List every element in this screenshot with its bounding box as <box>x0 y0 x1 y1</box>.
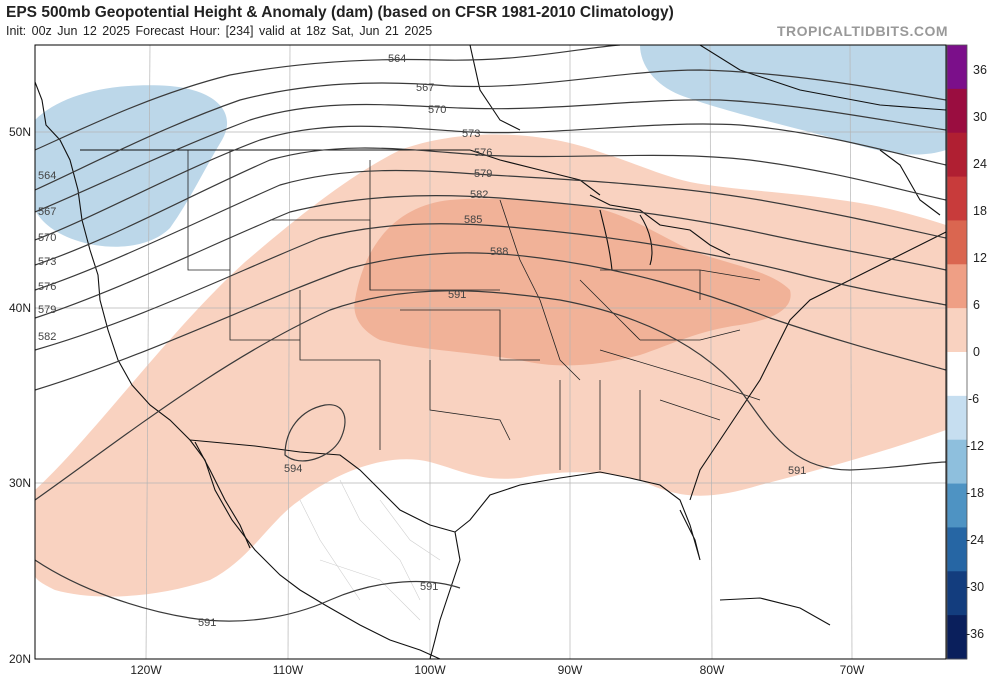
contour-label-570: 570 <box>428 104 446 116</box>
contour-label-576-west: 576 <box>38 281 56 293</box>
mexico-state-borders <box>299 479 441 621</box>
contour-label-591-gulf: 591 <box>420 581 438 593</box>
contour-label-567-west: 567 <box>38 206 56 218</box>
colorbar-swatch <box>947 264 967 309</box>
colorbar-swatch <box>947 483 967 528</box>
colorbar-swatch <box>947 571 967 616</box>
contour-label-591-pacific: 591 <box>198 617 216 629</box>
map-frame <box>34 44 947 660</box>
colorbar-tick-labels: 36 30 24 18 12 6 0 -6 -12 -18 -24 -30 -3… <box>966 63 987 641</box>
colorbar-tick: -12 <box>966 439 984 453</box>
contour-label-573: 573 <box>462 128 480 140</box>
contour-label-570-west: 570 <box>38 232 56 244</box>
colorbar-tick: 6 <box>973 298 980 312</box>
latitude-labels: 50N 40N 30N 20N <box>9 125 31 666</box>
colorbar-tick: 36 <box>973 63 987 77</box>
colorbar-swatch <box>947 88 967 134</box>
lon-label-110w: 110W <box>273 663 304 677</box>
colorbar-tick: 30 <box>973 110 987 124</box>
contour-label-585: 585 <box>464 214 482 226</box>
contour-573 <box>35 123 946 241</box>
colorbar-frame <box>946 44 968 660</box>
lon-label-100w: 100W <box>414 663 446 677</box>
contour-labels: 564 567 570 573 576 579 582 585 588 591 … <box>38 53 806 629</box>
colorbar-tick: 0 <box>973 345 980 359</box>
country-borders <box>35 45 946 659</box>
contour-576 <box>35 147 946 266</box>
contour-label-564-west: 564 <box>38 170 56 182</box>
lon-label-80w: 80W <box>700 663 725 677</box>
contour-567 <box>35 69 946 191</box>
contour-594 <box>284 404 346 462</box>
colorbar-tick: -24 <box>966 533 984 547</box>
brand-watermark: TROPICALTIDBITS.COM <box>776 23 948 39</box>
colorbar-swatch <box>947 352 967 397</box>
colorbar-tick: -36 <box>966 627 984 641</box>
contour-label-573-west: 573 <box>38 256 56 268</box>
graticule <box>35 45 946 659</box>
colorbar-tick: -30 <box>966 580 984 594</box>
colorbar-swatch <box>947 615 967 660</box>
lat-label-50n: 50N <box>9 125 31 139</box>
lat-label-30n: 30N <box>9 476 31 490</box>
colorbar-swatch <box>947 308 967 353</box>
contour-label-582-west: 582 <box>38 331 56 343</box>
contour-570 <box>35 99 946 213</box>
lon-label-90w: 90W <box>558 663 583 677</box>
contour-label-591: 591 <box>448 289 466 301</box>
lon-label-70w: 70W <box>840 663 865 677</box>
lat-label-20n: 20N <box>9 652 31 666</box>
contour-label-567: 567 <box>416 82 434 94</box>
contour-label-594: 594 <box>284 463 302 475</box>
contour-564 <box>35 45 621 151</box>
colorbar-tick: -18 <box>966 486 984 500</box>
contour-label-564: 564 <box>388 53 406 65</box>
contour-label-588: 588 <box>490 246 508 258</box>
contour-588 <box>35 252 946 391</box>
contour-585 <box>35 223 946 351</box>
colorbar-tick: 18 <box>973 204 987 218</box>
anomaly-warm-broad <box>35 134 946 597</box>
colorbar-tick: 12 <box>973 251 987 265</box>
map-area <box>35 45 946 659</box>
colorbar-swatch <box>947 132 967 178</box>
colorbar <box>946 44 968 660</box>
colorbar-swatch <box>947 176 967 221</box>
colorbar-tick: -6 <box>968 392 979 406</box>
height-contours <box>35 45 946 622</box>
colorbar-swatch <box>947 395 967 441</box>
chart-title: EPS 500mb Geopotential Height & Anomaly … <box>6 4 674 21</box>
contour-582 <box>35 195 946 319</box>
anomaly-cool-northeast <box>640 45 946 155</box>
lat-label-40n: 40N <box>9 301 31 315</box>
state-borders <box>187 150 761 480</box>
contour-label-591-east: 591 <box>788 465 806 477</box>
colorbar-swatch <box>947 220 967 265</box>
contour-label-582: 582 <box>470 189 488 201</box>
anomaly-cool-northwest <box>35 85 228 247</box>
colorbar-swatch <box>947 439 967 485</box>
contour-591-main <box>35 290 946 501</box>
contour-579 <box>35 169 946 291</box>
contour-label-579-west: 579 <box>38 304 56 316</box>
longitude-labels: 120W 110W 100W 90W 80W 70W <box>130 663 865 677</box>
contour-label-576: 576 <box>474 147 492 159</box>
colorbar-tick: 24 <box>973 157 987 171</box>
anomaly-warm-core <box>354 198 791 366</box>
contour-label-579: 579 <box>474 168 492 180</box>
chart-subtitle: Init: 00z Jun 12 2025 Forecast Hour: [23… <box>6 24 433 38</box>
colorbar-swatch <box>947 527 967 572</box>
lon-label-120w: 120W <box>130 663 162 677</box>
colorbar-swatch <box>947 45 967 90</box>
contour-591-south <box>35 559 461 622</box>
